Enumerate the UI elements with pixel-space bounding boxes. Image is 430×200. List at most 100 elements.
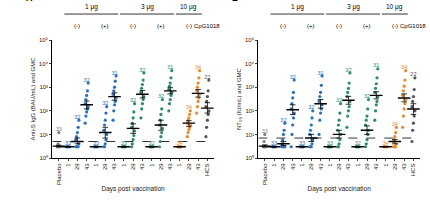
svg-text:HCS: HCS [410, 163, 416, 176]
svg-text:10³: 10³ [245, 84, 254, 90]
svg-text:1: 1 [65, 163, 71, 167]
svg-text:B: B [232, 0, 239, 3]
svg-text:22: 22 [410, 71, 416, 77]
svg-text:43: 43 [401, 163, 407, 170]
svg-text:32: 32 [345, 67, 351, 73]
svg-text:22: 22 [204, 74, 210, 80]
svg-text:31: 31 [167, 64, 173, 70]
svg-text:29: 29 [158, 163, 164, 170]
svg-text:NT₅₀ (IU/mL) and GMC: NT₅₀ (IU/mL) and GMC [236, 67, 242, 130]
svg-text:(+): (+) [157, 23, 165, 29]
svg-text:31: 31 [111, 70, 117, 76]
svg-text:3 μg: 3 μg [141, 3, 154, 11]
svg-text:43: 43 [195, 163, 201, 170]
svg-text:10⁵: 10⁵ [245, 37, 255, 43]
svg-text:1: 1 [271, 163, 277, 167]
svg-text:32: 32 [336, 97, 342, 103]
svg-text:31: 31 [318, 70, 324, 76]
svg-text:10²: 10² [39, 108, 48, 114]
svg-text:10²: 10² [245, 108, 254, 114]
svg-text:29: 29 [364, 163, 370, 170]
svg-text:43: 43 [111, 163, 117, 170]
svg-text:29: 29 [102, 163, 108, 170]
svg-text:43: 43 [167, 163, 173, 170]
svg-text:(+): (+) [101, 23, 109, 29]
svg-text:43: 43 [318, 163, 324, 170]
svg-text:(-): (-) [130, 23, 136, 29]
svg-text:33: 33 [271, 140, 277, 146]
svg-text:32: 32 [130, 97, 136, 103]
svg-text:1: 1 [176, 163, 182, 167]
svg-text:33: 33 [121, 140, 127, 146]
svg-text:33: 33 [327, 140, 333, 146]
svg-text:10³: 10³ [39, 84, 48, 90]
svg-text:10⁰: 10⁰ [39, 154, 48, 161]
svg-text:10¹: 10¹ [39, 132, 48, 138]
svg-text:34: 34 [186, 104, 192, 110]
svg-text:29: 29 [186, 163, 192, 170]
svg-text:43: 43 [139, 163, 145, 170]
svg-text:29: 29 [130, 163, 136, 170]
svg-text:(-): (-) [392, 23, 398, 29]
svg-text:Placebo: Placebo [56, 163, 62, 185]
svg-text:(-): (-) [186, 23, 192, 29]
svg-text:1: 1 [383, 163, 389, 167]
svg-text:10 μg: 10 μg [386, 3, 403, 11]
svg-text:(-): (-) [336, 23, 342, 29]
svg-text:33: 33 [65, 140, 71, 146]
svg-text:1 μg: 1 μg [85, 3, 98, 11]
svg-text:10 μg: 10 μg [180, 3, 197, 11]
svg-text:CpG1018: CpG1018 [400, 23, 426, 29]
svg-text:(-): (-) [280, 23, 286, 29]
svg-text:32: 32 [290, 74, 296, 80]
svg-text:34: 34 [401, 64, 407, 70]
svg-text:34: 34 [195, 64, 201, 70]
svg-text:32: 32 [158, 93, 164, 99]
svg-text:29: 29 [308, 163, 314, 170]
svg-text:Anti-S IgG (BAU/mL) and GMC: Anti-S IgG (BAU/mL) and GMC [30, 57, 36, 141]
svg-text:Days post vaccination: Days post vaccination [308, 185, 372, 193]
svg-text:10⁰: 10⁰ [245, 154, 254, 161]
svg-text:10⁵: 10⁵ [39, 37, 49, 43]
svg-text:1: 1 [121, 163, 127, 167]
svg-text:43: 43 [373, 163, 379, 170]
svg-text:33: 33 [93, 140, 99, 146]
svg-text:32: 32 [74, 114, 80, 120]
svg-text:33: 33 [262, 128, 268, 134]
svg-text:3 μg: 3 μg [347, 3, 360, 11]
svg-text:33: 33 [56, 126, 62, 132]
svg-text:32: 32 [355, 140, 361, 146]
svg-text:43: 43 [84, 163, 90, 170]
svg-text:1: 1 [93, 163, 99, 167]
svg-text:29: 29 [74, 163, 80, 170]
svg-text:CpG1018: CpG1018 [194, 23, 220, 29]
svg-text:1: 1 [149, 163, 155, 167]
svg-text:10¹: 10¹ [245, 132, 254, 138]
svg-text:34: 34 [383, 140, 389, 146]
svg-text:29: 29 [392, 163, 398, 170]
svg-text:29: 29 [336, 163, 342, 170]
svg-text:32: 32 [280, 117, 286, 123]
svg-text:HCS: HCS [204, 163, 210, 176]
svg-text:34: 34 [392, 121, 398, 127]
svg-text:29: 29 [280, 163, 286, 170]
svg-text:1: 1 [299, 163, 305, 167]
svg-text:43: 43 [290, 163, 296, 170]
svg-text:Days post vaccination: Days post vaccination [101, 185, 165, 193]
svg-text:10⁴: 10⁴ [39, 61, 49, 67]
svg-text:(+): (+) [363, 23, 371, 29]
svg-text:34: 34 [176, 140, 182, 146]
svg-text:1 μg: 1 μg [291, 3, 304, 11]
svg-text:32: 32 [102, 100, 108, 106]
svg-text:10⁴: 10⁴ [245, 61, 255, 67]
svg-text:Placebo: Placebo [262, 163, 268, 185]
svg-text:1: 1 [355, 163, 361, 167]
svg-text:A: A [26, 0, 33, 3]
svg-text:(+): (+) [307, 23, 315, 29]
svg-text:32: 32 [308, 104, 314, 110]
svg-text:1: 1 [327, 163, 333, 167]
svg-text:32: 32 [139, 67, 145, 73]
svg-text:32: 32 [84, 77, 90, 83]
svg-text:(-): (-) [74, 23, 80, 29]
svg-text:43: 43 [345, 163, 351, 170]
